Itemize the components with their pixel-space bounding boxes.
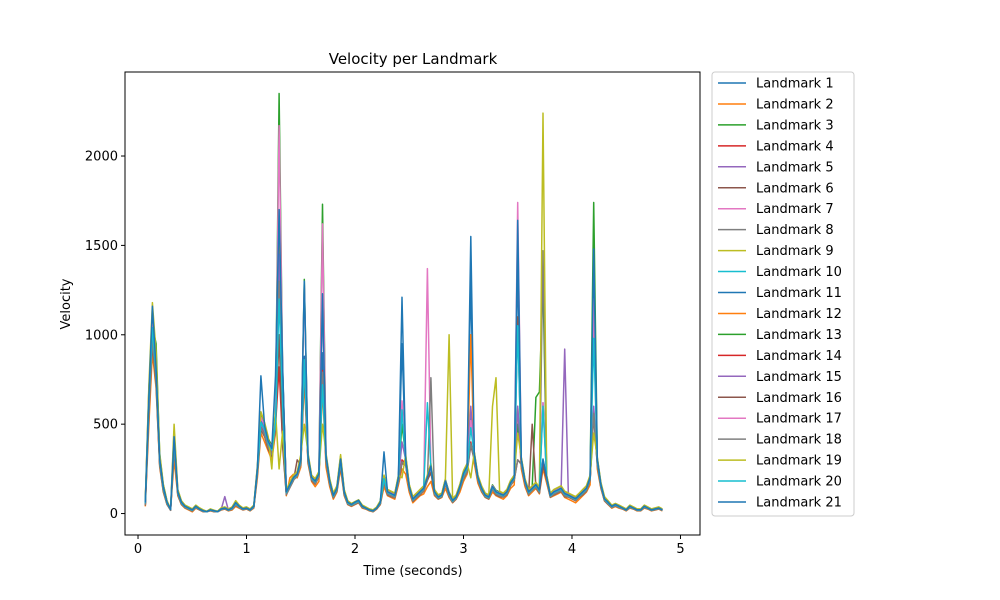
legend-entry: Landmark 16 (756, 391, 842, 406)
legend: Landmark 1 Landmark 2 Landmark 3 Landmark 4… (711, 71, 855, 517)
y-tick-label: 0 (110, 507, 118, 522)
x-tick-label: 5 (676, 542, 684, 557)
legend-entry: Landmark 7 (756, 202, 834, 217)
y-axis: 0 500 1000 1500 2000 (85, 150, 125, 522)
legend-entry: Landmark 2 (756, 97, 834, 112)
x-axis-label: Time (seconds) (362, 564, 462, 579)
legend-items: Landmark 1 Landmark 2 Landmark 3 Landmark 4… (718, 77, 842, 511)
legend-entry: Landmark 13 (756, 328, 842, 343)
legend-entry: Landmark 5 (756, 160, 834, 175)
series-line-11 (144, 208, 663, 513)
legend-entry: Landmark 21 (756, 496, 842, 511)
y-axis-label: Velocity (59, 278, 74, 329)
series-layer (144, 92, 663, 513)
series-line-9 (144, 112, 663, 512)
legend-entry: Landmark 10 (756, 265, 842, 280)
x-tick-label: 4 (568, 542, 576, 557)
y-tick-label: 1000 (85, 328, 118, 343)
plot-frame (124, 71, 701, 536)
x-tick-label: 2 (351, 542, 359, 557)
legend-entry: Landmark 3 (756, 118, 834, 133)
legend-entry: Landmark 17 (756, 412, 842, 427)
legend-entry: Landmark 12 (756, 307, 842, 322)
y-tick-label: 1500 (85, 239, 118, 254)
x-tick-label: 1 (242, 542, 250, 557)
x-tick-label: 0 (134, 542, 142, 557)
x-tick-label: 3 (459, 542, 467, 557)
legend-entry: Landmark 4 (756, 139, 834, 154)
y-tick-label: 500 (93, 418, 118, 433)
legend-box (711, 71, 855, 517)
legend-entry: Landmark 19 (756, 454, 842, 469)
legend-entry: Landmark 20 (756, 475, 842, 490)
legend-entry: Landmark 15 (756, 370, 842, 385)
legend-entry: Landmark 8 (756, 223, 834, 238)
x-axis: 0 1 2 3 4 5 (134, 535, 685, 557)
legend-entry: Landmark 14 (756, 349, 842, 364)
legend-entry: Landmark 6 (756, 181, 834, 196)
y-tick-label: 2000 (85, 150, 118, 165)
legend-entry: Landmark 18 (756, 433, 842, 448)
legend-entry: Landmark 11 (756, 286, 842, 301)
legend-entry: Landmark 9 (756, 244, 834, 259)
chart-title: Velocity per Landmark (329, 50, 498, 68)
legend-entry: Landmark 1 (756, 77, 834, 92)
